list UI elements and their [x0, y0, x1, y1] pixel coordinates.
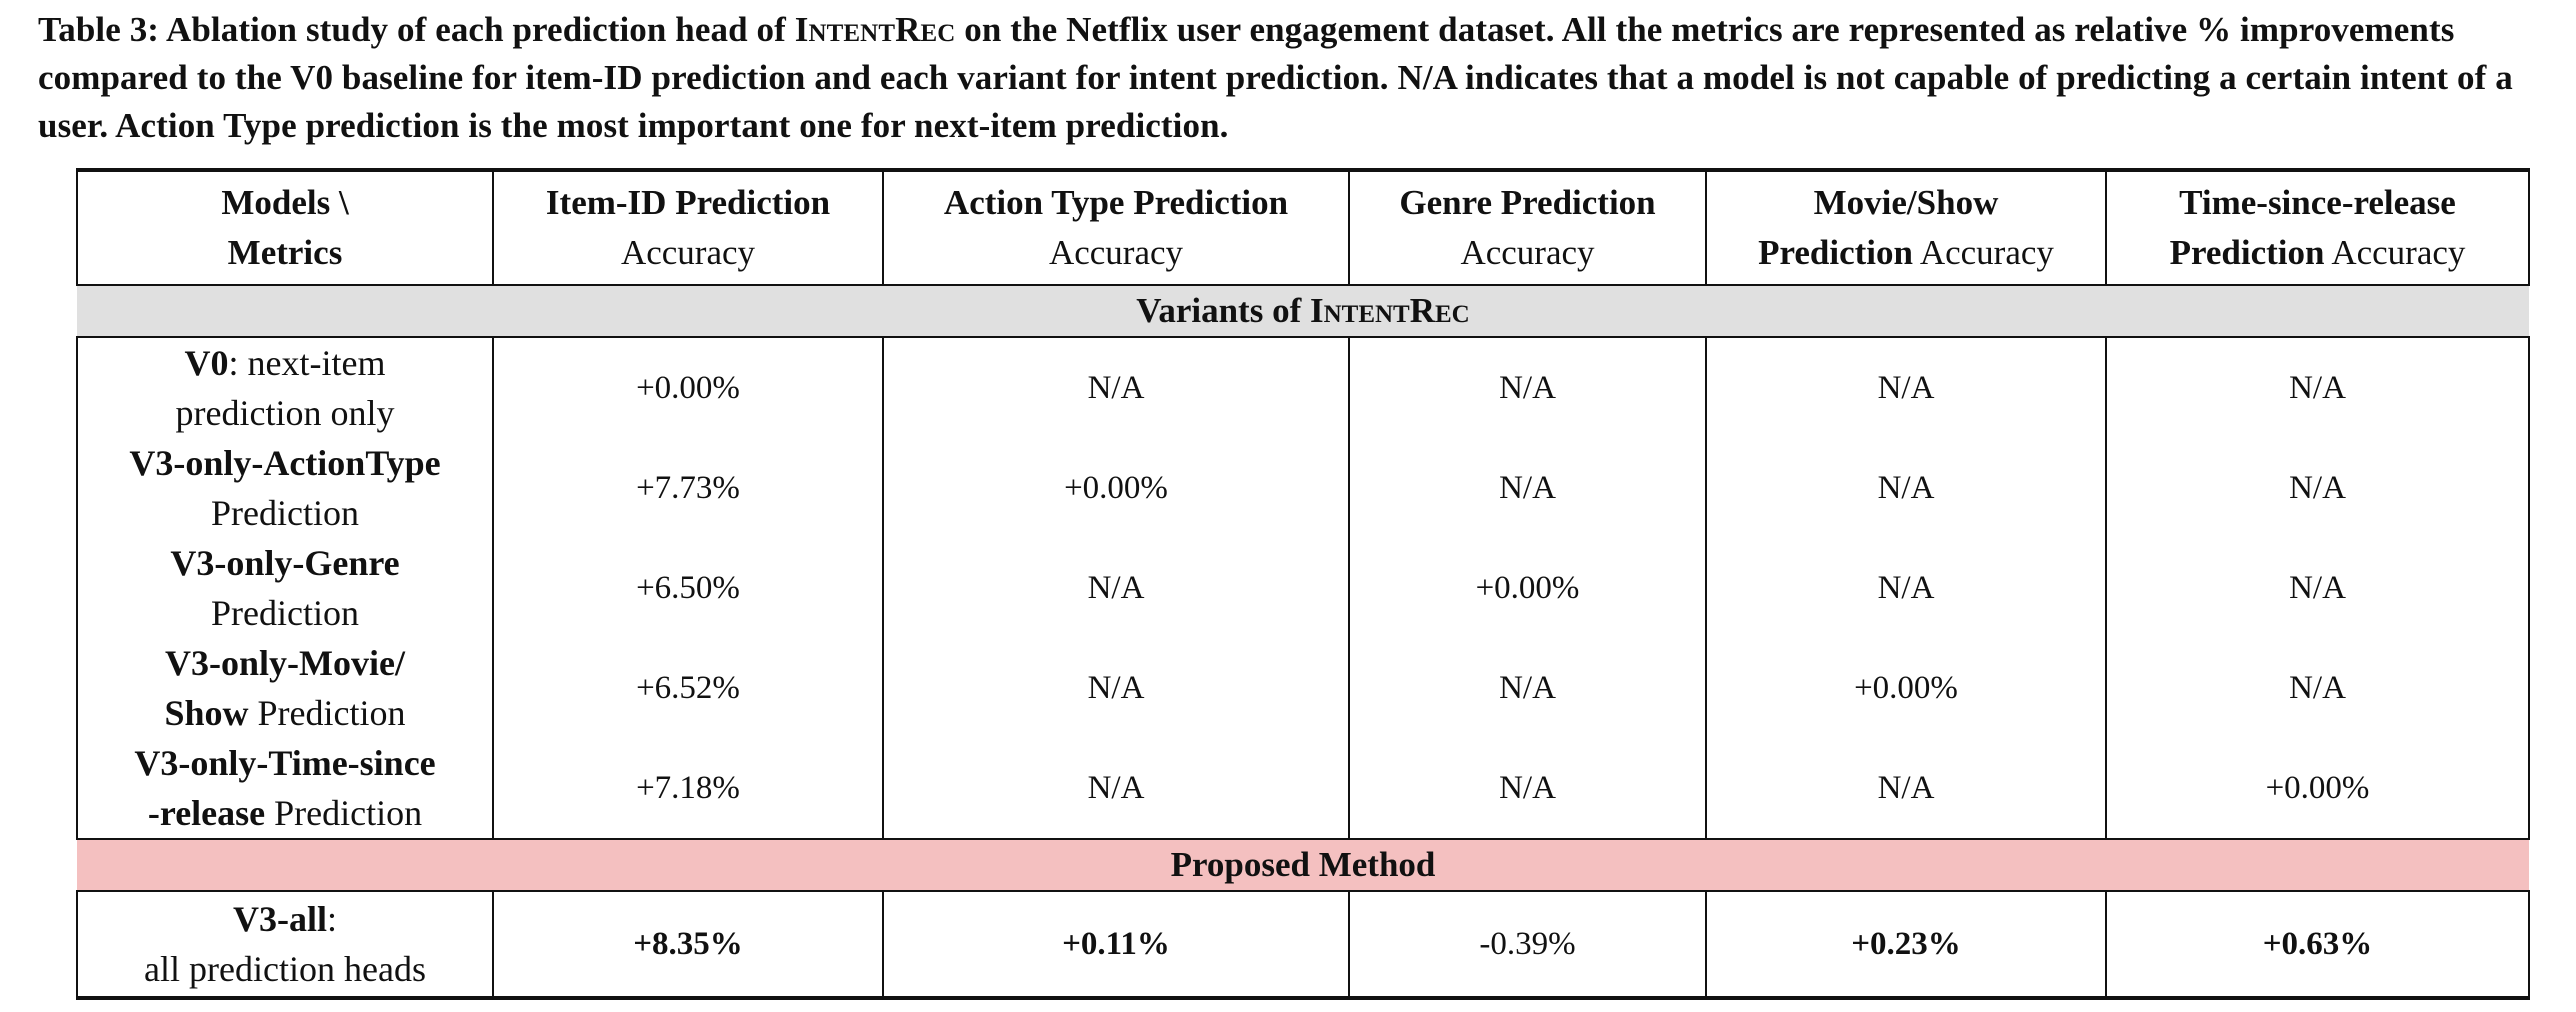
- row-label-bold: V3-only-Movie/: [165, 643, 405, 683]
- table-row: V3-only-Movie/ Show Prediction +6.52% N/…: [76, 638, 2530, 738]
- cell-action-type: N/A: [883, 638, 1350, 738]
- row-label-bold: V3-all: [232, 899, 327, 939]
- section-title-proposed: Proposed Method: [77, 838, 2529, 892]
- row-label-rest: :: [326, 899, 337, 939]
- header-label: Models \: [221, 183, 349, 222]
- row-label-line2: all prediction heads: [144, 949, 426, 989]
- section-prefix: Variants of: [1136, 291, 1310, 330]
- cell-genre: -0.39%: [1349, 891, 1707, 998]
- cell-movie-show: +0.23%: [1706, 891, 2107, 998]
- header-label: Action Type Prediction: [943, 183, 1289, 222]
- cell-movie-show: N/A: [1706, 337, 2107, 438]
- cell-genre: N/A: [1349, 337, 1707, 438]
- cell-item-id: +7.73%: [493, 438, 884, 538]
- header-label: Metrics: [227, 233, 343, 272]
- cell-movie-show: N/A: [1706, 738, 2107, 839]
- section-row-proposed: Proposed Method: [77, 838, 2529, 892]
- cell-time-since-release: N/A: [2106, 337, 2530, 438]
- table-row: V3-only-Time-since -release Prediction +…: [76, 738, 2530, 839]
- table-row: V0: next-item prediction only +0.00% N/A…: [76, 337, 2530, 438]
- header-rest-part: Accuracy: [2324, 233, 2466, 272]
- row-label-bold: V0: [184, 343, 229, 383]
- cell-genre: N/A: [1349, 738, 1707, 839]
- cell-item-id: +6.50%: [493, 538, 884, 638]
- header-genre: Genre Prediction Accuracy: [1349, 170, 1707, 285]
- header-sublabel: Accuracy: [1048, 233, 1184, 272]
- row-label-bold: V3-only-ActionType: [129, 443, 441, 483]
- header-bold-part: Prediction: [1758, 233, 1913, 272]
- ablation-table-wrapper: Models \ Metrics Item-ID Prediction Accu…: [76, 168, 2530, 1000]
- cell-time-since-release: +0.00%: [2106, 738, 2530, 839]
- cell-item-id: +6.52%: [493, 638, 884, 738]
- header-sublabel: Prediction Accuracy: [2107, 228, 2528, 278]
- cell-item-id: +8.35%: [493, 891, 884, 998]
- header-time-since-release: Time-since-release Prediction Accuracy: [2106, 170, 2530, 285]
- cell-item-id: +0.00%: [493, 337, 884, 438]
- header-rest-part: Accuracy: [1913, 233, 2054, 272]
- header-sublabel: Accuracy: [1460, 233, 1595, 272]
- row-label-bold: V3-only-Time-since: [134, 743, 436, 783]
- header-models-metrics: Models \ Metrics: [76, 170, 494, 285]
- cell-genre: N/A: [1349, 638, 1707, 738]
- cell-action-type: N/A: [883, 738, 1350, 839]
- caption-model-name: IntentRec: [794, 10, 956, 49]
- header-sublabel: Accuracy: [620, 233, 756, 272]
- section-row-variants: Variants of IntentRec: [77, 284, 2529, 338]
- row-label: V0: next-item prediction only: [76, 337, 494, 438]
- cell-action-type: +0.11%: [883, 891, 1350, 998]
- cell-action-type: +0.00%: [883, 438, 1350, 538]
- ablation-table: Models \ Metrics Item-ID Prediction Accu…: [76, 168, 2530, 1000]
- row-label-line2: Prediction: [211, 493, 359, 533]
- header-item-id: Item-ID Prediction Accuracy: [493, 170, 884, 285]
- caption-suffix: on the Netflix user engagement dataset. …: [38, 10, 2513, 145]
- row-label: V3-only-Genre Prediction: [76, 538, 494, 638]
- row-label: V3-only-Movie/ Show Prediction: [76, 638, 494, 738]
- header-row: Models \ Metrics Item-ID Prediction Accu…: [76, 170, 2530, 285]
- cell-time-since-release: N/A: [2106, 538, 2530, 638]
- header-label: Movie/Show: [1813, 183, 1999, 222]
- table-row: V3-only-Genre Prediction +6.50% N/A +0.0…: [76, 538, 2530, 638]
- cell-item-id: +7.18%: [493, 738, 884, 839]
- cell-action-type: N/A: [883, 337, 1350, 438]
- cell-movie-show: N/A: [1706, 438, 2107, 538]
- section-model-name: IntentRec: [1309, 291, 1470, 330]
- row-label-line2: Prediction: [248, 693, 406, 733]
- proposed-row: V3-all: all prediction heads +8.35% +0.1…: [76, 891, 2530, 998]
- table-caption: Table 3: Ablation study of each predicti…: [38, 6, 2548, 150]
- cell-time-since-release: N/A: [2106, 638, 2530, 738]
- row-label: V3-only-ActionType Prediction: [76, 438, 494, 538]
- cell-genre: N/A: [1349, 438, 1707, 538]
- section-title-variants: Variants of IntentRec: [77, 284, 2529, 338]
- header-action-type: Action Type Prediction Accuracy: [883, 170, 1350, 285]
- header-label: Genre Prediction: [1399, 183, 1656, 222]
- row-label-line2-bold: Show: [164, 693, 249, 733]
- header-sublabel: Prediction Accuracy: [1707, 228, 2105, 278]
- cell-time-since-release: +0.63%: [2106, 891, 2530, 998]
- cell-time-since-release: N/A: [2106, 438, 2530, 538]
- row-label-line2-bold: -release: [147, 793, 266, 833]
- row-label: V3-all: all prediction heads: [76, 891, 494, 998]
- table-row: V3-only-ActionType Prediction +7.73% +0.…: [76, 438, 2530, 538]
- cell-movie-show: +0.00%: [1706, 638, 2107, 738]
- header-movie-show: Movie/Show Prediction Accuracy: [1706, 170, 2107, 285]
- row-label-line2: Prediction: [265, 793, 423, 833]
- row-label: V3-only-Time-since -release Prediction: [76, 738, 494, 839]
- row-label-rest: : next-item: [228, 343, 386, 383]
- cell-genre: +0.00%: [1349, 538, 1707, 638]
- header-label: Time-since-release: [2179, 183, 2456, 222]
- cell-movie-show: N/A: [1706, 538, 2107, 638]
- row-label-line2: prediction only: [175, 393, 395, 433]
- row-label-line2: Prediction: [211, 593, 359, 633]
- cell-action-type: N/A: [883, 538, 1350, 638]
- caption-prefix: Table 3: Ablation study of each predicti…: [38, 10, 795, 49]
- header-label: Item-ID Prediction: [545, 183, 831, 222]
- row-label-bold: V3-only-Genre: [170, 543, 400, 583]
- header-bold-part: Prediction: [2169, 233, 2325, 272]
